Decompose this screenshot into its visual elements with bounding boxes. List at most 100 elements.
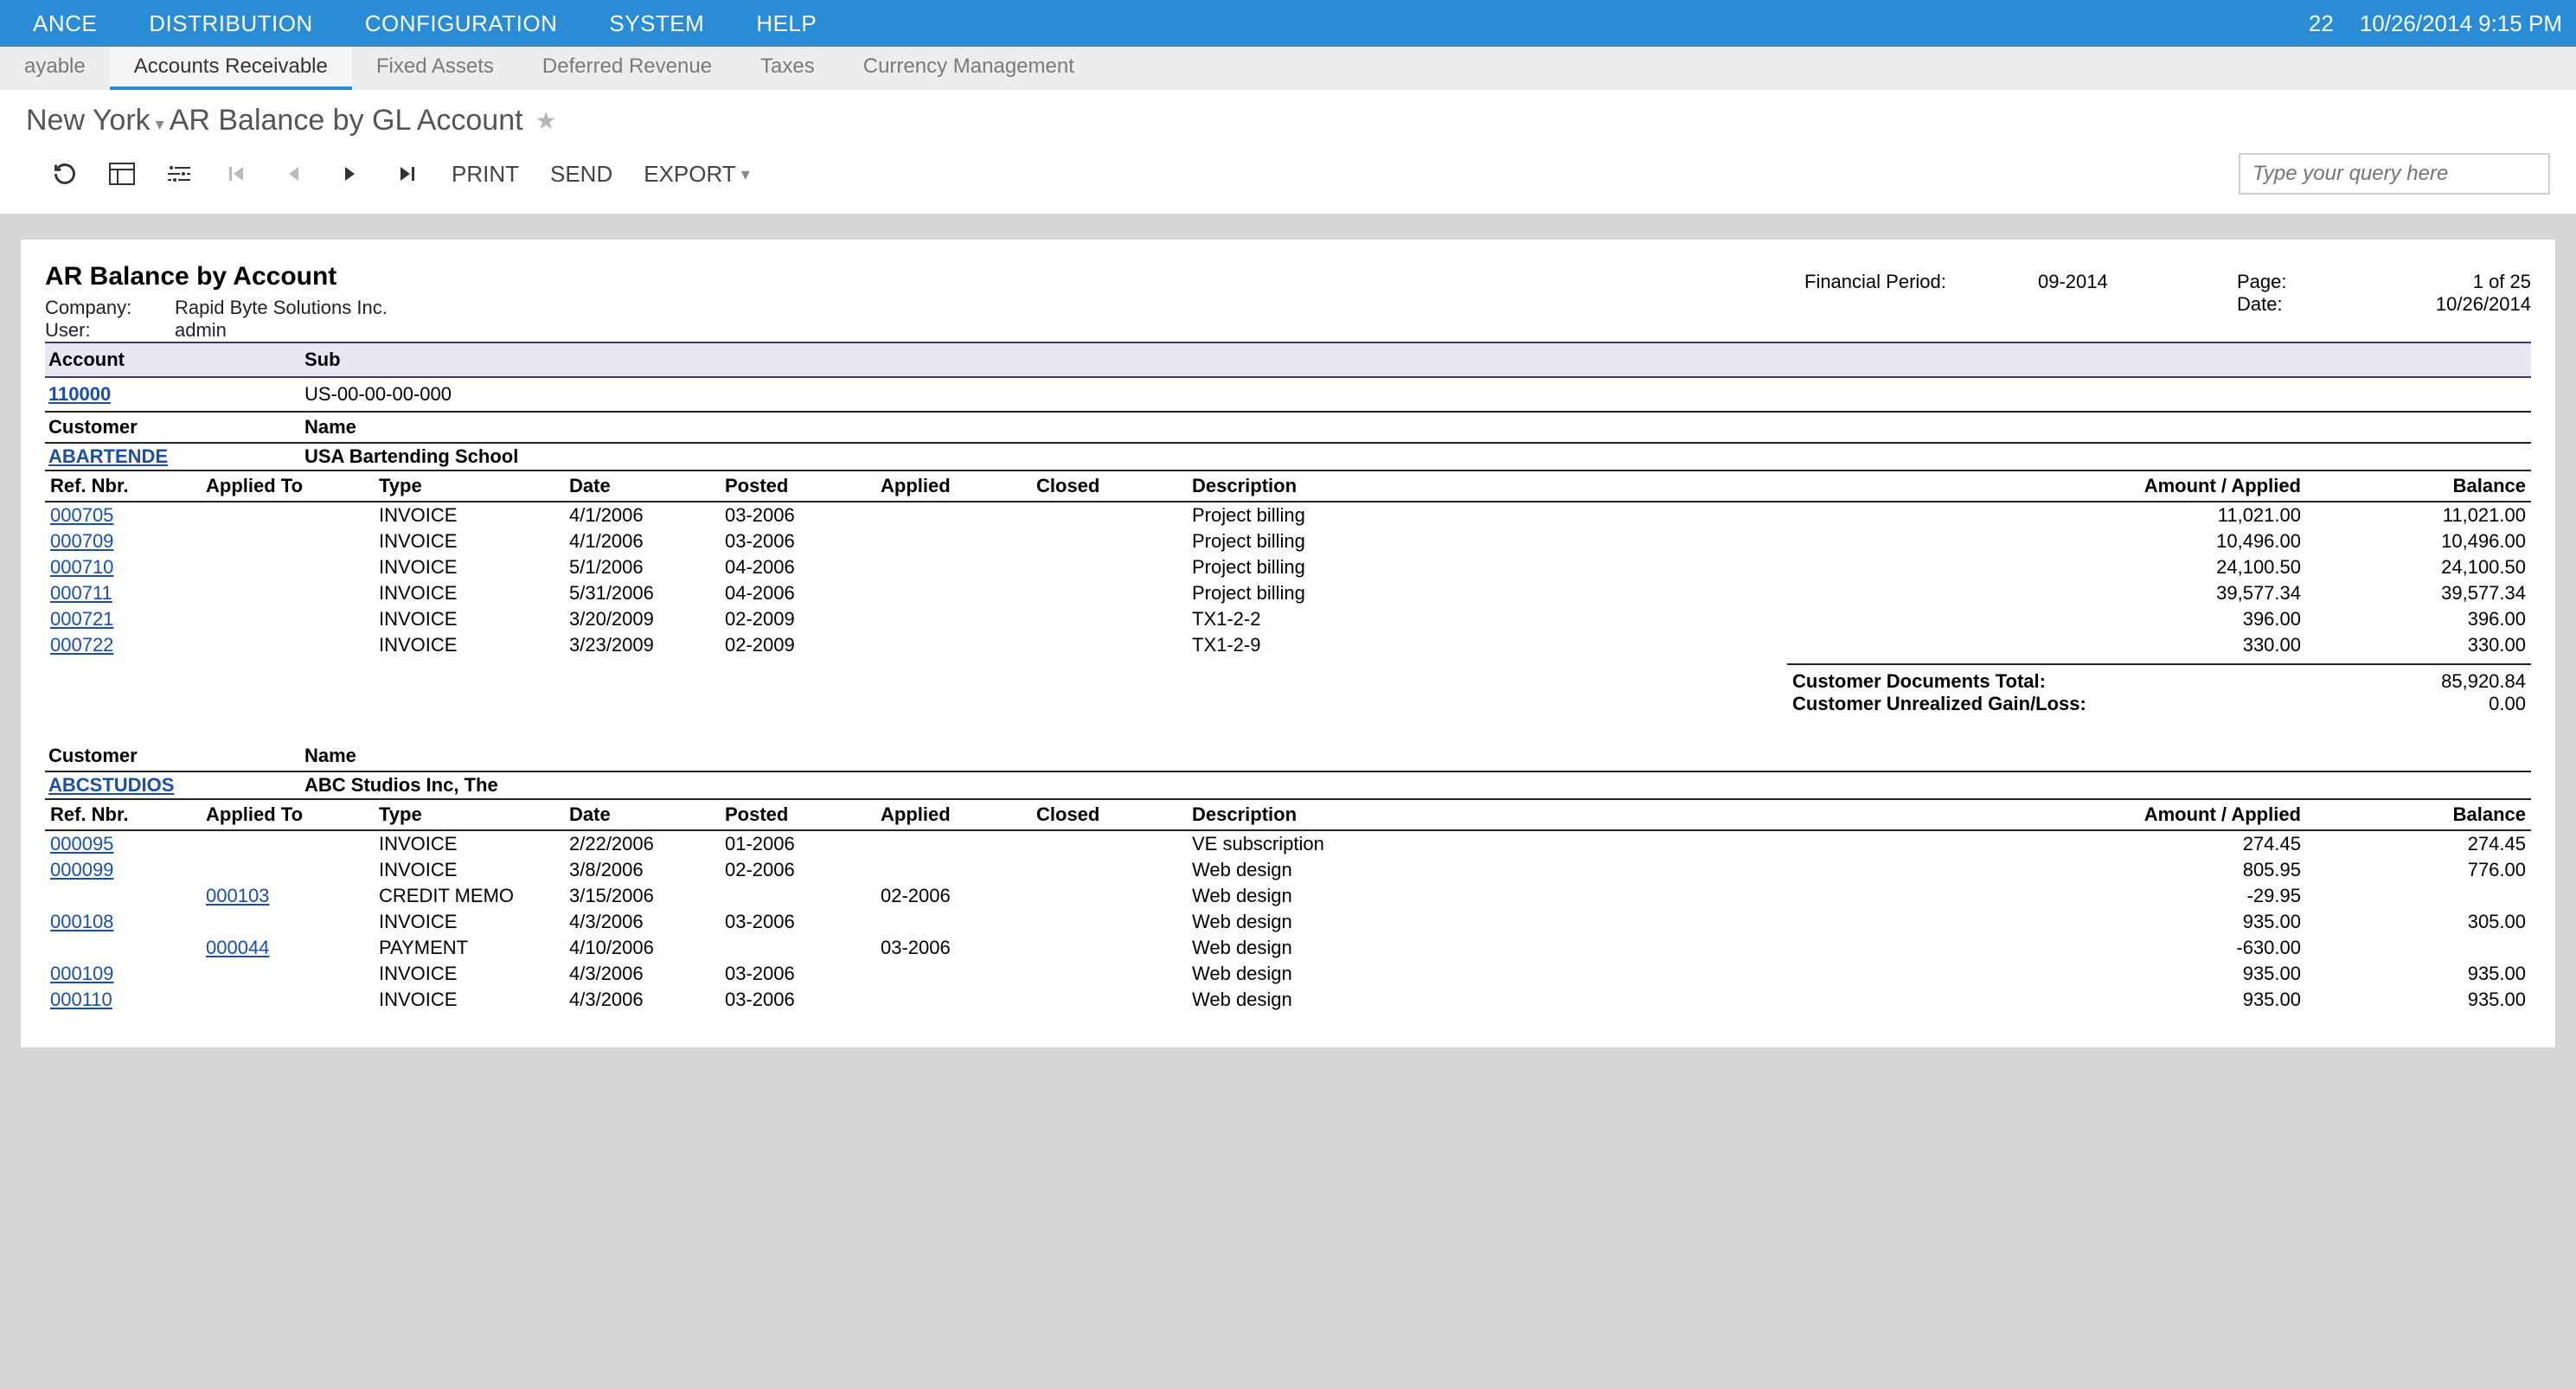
ref-nbr[interactable]: 000110 [45, 987, 201, 1013]
ref-nbr[interactable]: 000721 [45, 606, 201, 632]
menu-configuration[interactable]: CONFIGURATION [339, 0, 584, 47]
ref-nbr[interactable]: 000109 [45, 961, 201, 987]
col-type: Type [374, 471, 564, 502]
table-row: 000710 INVOICE 5/1/2006 04-2006 Project … [45, 554, 2531, 580]
tab-currency-management[interactable]: Currency Management [839, 47, 1099, 90]
applied-to[interactable]: 000044 [201, 935, 374, 961]
balance: 24,100.50 [2306, 554, 2531, 580]
balance: 935.00 [2306, 987, 2531, 1013]
description: Project billing [1187, 502, 2012, 528]
next-page-icon[interactable] [337, 163, 363, 184]
applied-to [201, 502, 374, 528]
amount: 396.00 [2012, 606, 2306, 632]
description: Web design [1187, 909, 2012, 935]
date: 4/3/2006 [564, 987, 720, 1013]
closed [1031, 528, 1187, 554]
table-row: 000711 INVOICE 5/31/2006 04-2006 Project… [45, 580, 2531, 606]
docs-total-label: Customer Documents Total: [1787, 670, 2306, 693]
posted: 02-2006 [720, 857, 875, 883]
first-page-icon[interactable] [223, 163, 249, 184]
balance: 39,577.34 [2306, 580, 2531, 606]
tab-accounts-receivable[interactable]: Accounts Receivable [110, 47, 352, 90]
ref-nbr[interactable]: 000711 [45, 580, 201, 606]
type: INVOICE [374, 580, 564, 606]
closed [1031, 580, 1187, 606]
closed [1031, 883, 1187, 909]
page-title: AR Balance by GL Account [164, 104, 523, 138]
applied [875, 830, 1031, 857]
module-tabs: ayable Accounts Receivable Fixed Assets … [0, 47, 2576, 90]
prev-page-icon[interactable] [280, 163, 306, 184]
closed [1031, 909, 1187, 935]
last-page-icon[interactable] [394, 163, 420, 184]
gainloss-value: 0.00 [2306, 693, 2531, 715]
applied-to[interactable]: 000103 [201, 883, 374, 909]
col-ref: Ref. Nbr. [45, 800, 201, 830]
ref-nbr[interactable]: 000108 [45, 909, 201, 935]
closed [1031, 961, 1187, 987]
type: INVOICE [374, 632, 564, 658]
tab-accounts-payable[interactable]: ayable [0, 47, 110, 90]
applied-to [201, 528, 374, 554]
customer-link[interactable]: ABARTENDE [48, 445, 168, 467]
closed [1031, 857, 1187, 883]
date: 4/3/2006 [564, 961, 720, 987]
tab-deferred-revenue[interactable]: Deferred Revenue [518, 47, 736, 90]
gainloss-label: Customer Unrealized Gain/Loss: [1787, 693, 2306, 715]
menu-system[interactable]: SYSTEM [583, 0, 730, 47]
notification-count[interactable]: 22 [2309, 10, 2334, 37]
date: 4/3/2006 [564, 909, 720, 935]
posted [720, 935, 875, 961]
user-value: admin [175, 319, 227, 341]
parameters-icon[interactable] [109, 163, 135, 185]
type: INVOICE [374, 961, 564, 987]
posted: 04-2006 [720, 554, 875, 580]
financial-period-label: Financial Period: [1804, 271, 1946, 292]
table-row: 000099 INVOICE 3/8/2006 02-2006 Web desi… [45, 857, 2531, 883]
refresh-icon[interactable] [52, 162, 78, 186]
posted: 04-2006 [720, 580, 875, 606]
favorite-star-icon[interactable]: ★ [535, 106, 557, 135]
table-row: 000705 INVOICE 4/1/2006 03-2006 Project … [45, 502, 2531, 528]
menu-finance[interactable]: ANCE [7, 0, 123, 47]
top-menu: ANCE DISTRIBUTION CONFIGURATION SYSTEM H… [0, 0, 2576, 47]
closed [1031, 830, 1187, 857]
type: INVOICE [374, 554, 564, 580]
print-button[interactable]: PRINT [452, 161, 519, 188]
description: Web design [1187, 961, 2012, 987]
amount: 24,100.50 [2012, 554, 2306, 580]
amount: 805.95 [2012, 857, 2306, 883]
amount: 935.00 [2012, 909, 2306, 935]
balance: 274.45 [2306, 830, 2531, 857]
financial-period-value: 09-2014 [1951, 271, 2108, 292]
export-button-label: EXPORT [644, 161, 735, 188]
ref-nbr[interactable]: 000099 [45, 857, 201, 883]
applied [875, 909, 1031, 935]
ref-nbr[interactable]: 000095 [45, 830, 201, 857]
ref-nbr[interactable]: 000722 [45, 632, 201, 658]
applied [875, 857, 1031, 883]
type: CREDIT MEMO [374, 883, 564, 909]
menu-distribution[interactable]: DISTRIBUTION [123, 0, 338, 47]
query-input[interactable] [2239, 153, 2550, 195]
customer-totals: Customer Documents Total:85,920.84 Custo… [45, 663, 2531, 715]
user-label: User: [45, 319, 175, 342]
col-applied: Applied [875, 800, 1031, 830]
account-link[interactable]: 110000 [48, 383, 111, 405]
customer-link[interactable]: ABCSTUDIOS [48, 774, 174, 796]
export-button[interactable]: EXPORT ▾ [644, 161, 749, 188]
tab-fixed-assets[interactable]: Fixed Assets [352, 47, 518, 90]
balance: 396.00 [2306, 606, 2531, 632]
breadcrumb-entity[interactable]: New York▾ [26, 104, 164, 138]
ref-nbr[interactable]: 000710 [45, 554, 201, 580]
description: Web design [1187, 857, 2012, 883]
tab-taxes[interactable]: Taxes [736, 47, 839, 90]
send-button[interactable]: SEND [550, 161, 612, 188]
description: VE subscription [1187, 830, 2012, 857]
ref-nbr[interactable]: 000709 [45, 528, 201, 554]
settings-icon[interactable] [166, 163, 192, 185]
applied: 02-2006 [875, 883, 1031, 909]
menu-help[interactable]: HELP [730, 0, 843, 47]
ref-nbr[interactable]: 000705 [45, 502, 201, 528]
company-label: Company: [45, 297, 175, 319]
